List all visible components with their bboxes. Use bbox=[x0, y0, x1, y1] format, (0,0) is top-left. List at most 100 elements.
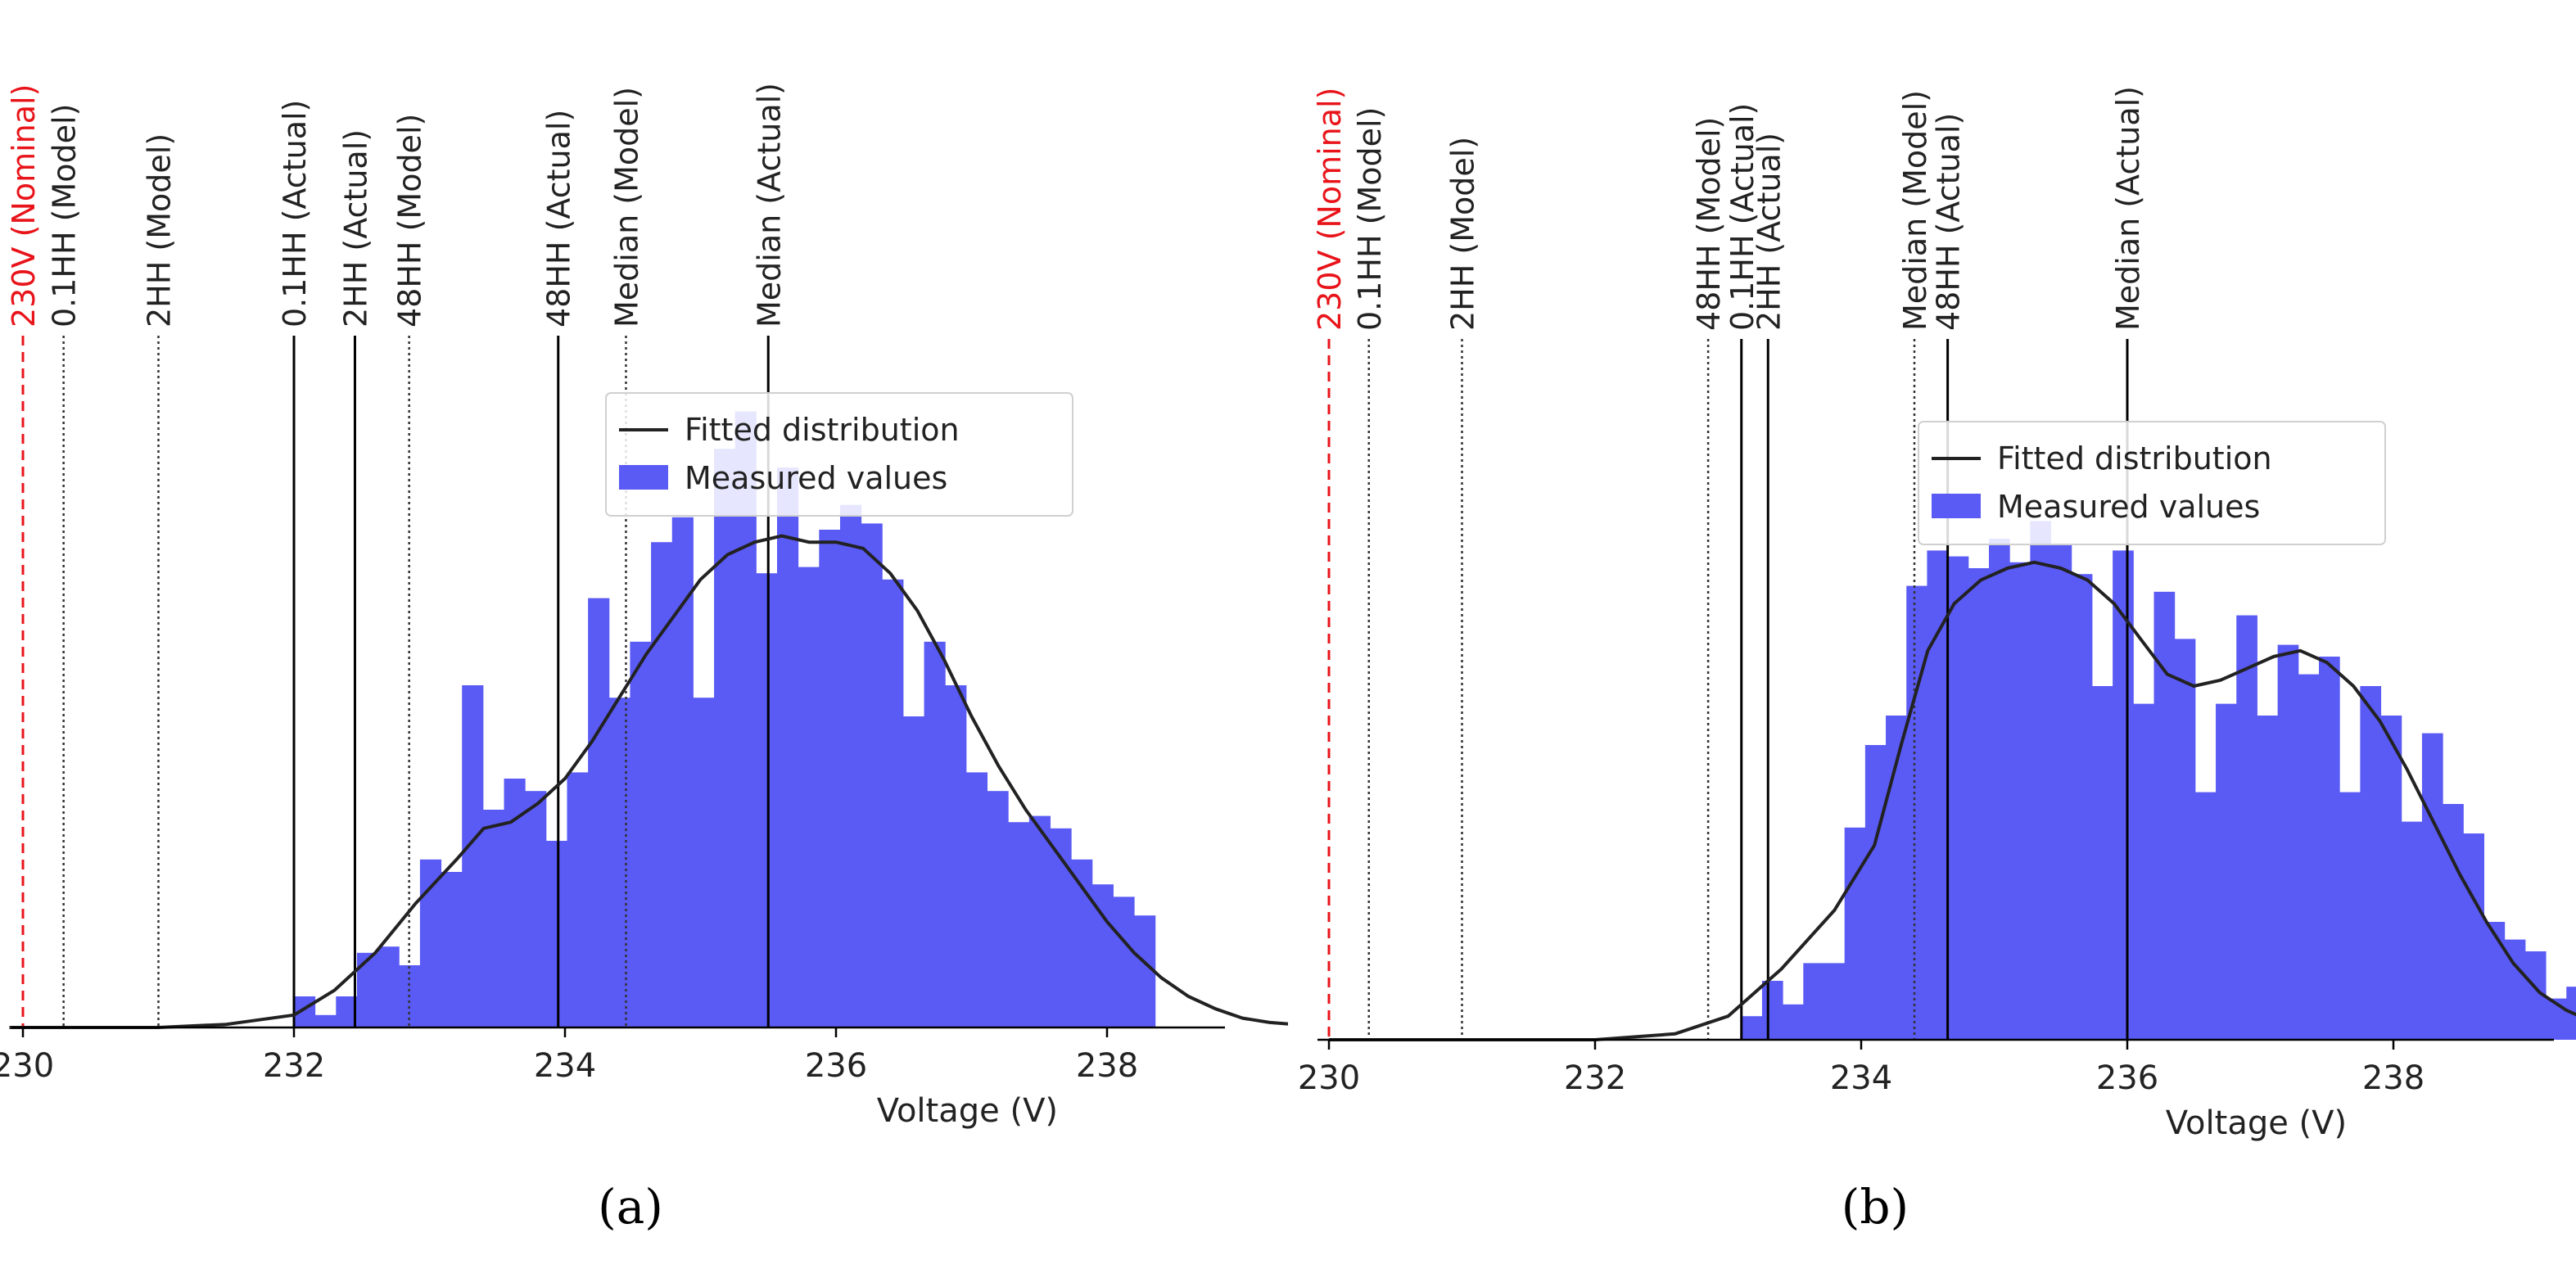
marker-label: Median (Actual) bbox=[2110, 86, 2146, 331]
histogram-bar bbox=[2421, 733, 2443, 1040]
histogram-bar bbox=[819, 530, 841, 1027]
marker-label: 0.1HH (Actual) bbox=[1724, 103, 1760, 331]
histogram-bar bbox=[1803, 963, 1824, 1040]
histogram-bar bbox=[693, 698, 715, 1027]
histogram-bar bbox=[2401, 821, 2423, 1040]
marker-label: 48HH (Model) bbox=[1691, 117, 1727, 331]
histogram-bar bbox=[1761, 981, 1783, 1040]
histogram-bar bbox=[1028, 815, 1051, 1027]
caption-a: (a) bbox=[598, 1179, 663, 1235]
histogram-bar bbox=[2071, 574, 2093, 1040]
histogram-bar bbox=[2339, 792, 2361, 1040]
histogram-bar bbox=[1741, 1016, 1763, 1040]
histogram-bar bbox=[377, 946, 400, 1027]
marker-label: Median (Model) bbox=[1897, 90, 1933, 331]
histogram-bar bbox=[1906, 585, 1927, 1040]
legend-bar-swatch bbox=[619, 465, 668, 490]
marker-label: Median (Model) bbox=[608, 87, 644, 327]
histogram-bar bbox=[2113, 550, 2134, 1040]
histogram-bar bbox=[1008, 822, 1030, 1027]
marker-label: 0.1HH (Actual) bbox=[277, 100, 313, 327]
legend-box bbox=[605, 392, 1073, 517]
histogram-bar bbox=[2091, 686, 2113, 1040]
chart-panel-b: 230232234236238240242244Voltage (V)230V … bbox=[1288, 0, 2576, 1269]
histogram-bar bbox=[1844, 827, 1866, 1040]
chart-b-svg: 230232234236238240242244Voltage (V)230V … bbox=[1298, 86, 2576, 1142]
histogram-bar bbox=[2298, 674, 2320, 1040]
histogram-bar bbox=[630, 641, 652, 1027]
x-tick-label: 234 bbox=[1830, 1059, 1892, 1097]
marker-label: 48HH (Model) bbox=[392, 114, 428, 327]
histogram-bar bbox=[2463, 833, 2484, 1040]
histogram-bar bbox=[1947, 556, 1969, 1040]
marker-label: 2HH (Actual) bbox=[337, 129, 373, 327]
histogram-bar bbox=[2194, 792, 2217, 1040]
histogram-bar bbox=[419, 859, 442, 1027]
histogram-bar bbox=[882, 579, 904, 1027]
histogram-bar bbox=[2443, 804, 2464, 1040]
histogram-bar bbox=[2133, 703, 2154, 1040]
marker-label: 48HH (Actual) bbox=[541, 110, 577, 327]
legend-label-measured: Measured values bbox=[685, 460, 947, 496]
histogram-bar bbox=[545, 841, 567, 1027]
x-tick-label: 232 bbox=[1564, 1059, 1626, 1097]
x-tick-label: 238 bbox=[2362, 1059, 2425, 1097]
histogram-bar bbox=[482, 810, 505, 1027]
marker-label: 0.1HH (Model) bbox=[47, 104, 83, 327]
marker-label: 230V (Nominal) bbox=[6, 84, 42, 327]
histogram-bar bbox=[987, 791, 1009, 1027]
chart-a-svg: 230232234236238240242244Voltage (V)230V … bbox=[0, 83, 1288, 1130]
legend-label-fitted: Fitted distribution bbox=[685, 412, 960, 448]
histogram-bar bbox=[2257, 716, 2279, 1040]
histogram-bar bbox=[902, 716, 925, 1027]
histogram-bar bbox=[2277, 644, 2299, 1040]
histogram-bar bbox=[756, 573, 778, 1027]
histogram-bars bbox=[1741, 521, 2576, 1040]
histogram-bar bbox=[525, 791, 547, 1027]
histogram-bar bbox=[1783, 1004, 1804, 1040]
histogram-bar bbox=[1113, 896, 1135, 1027]
caption-b: (b) bbox=[1841, 1179, 1909, 1235]
histogram-bar bbox=[2174, 639, 2196, 1040]
histogram-bar bbox=[567, 772, 589, 1027]
histogram-bar bbox=[714, 449, 736, 1027]
histogram-bar bbox=[1864, 745, 1887, 1040]
marker-label: Median (Actual) bbox=[751, 83, 787, 327]
marker-label: 230V (Nominal) bbox=[1312, 88, 1348, 331]
marker-label: 2HH (Actual) bbox=[1751, 133, 1787, 331]
histogram-bar bbox=[861, 523, 883, 1027]
histogram-bar bbox=[777, 467, 799, 1027]
histogram-bar bbox=[462, 685, 484, 1027]
fitted-distribution-curve bbox=[1329, 560, 2576, 1041]
histogram-bar bbox=[314, 1014, 337, 1027]
marker-label: 2HH (Model) bbox=[142, 133, 178, 327]
histogram-bar bbox=[2380, 716, 2402, 1040]
histogram-bar bbox=[651, 542, 673, 1027]
histogram-bar bbox=[1927, 550, 1949, 1040]
marker-label: 48HH (Actual) bbox=[1931, 113, 1967, 331]
histogram-bar bbox=[588, 598, 610, 1027]
histogram-bar bbox=[441, 872, 463, 1027]
chart-panel-a: 230232234236238240242244Voltage (V)230V … bbox=[0, 83, 1288, 1130]
histogram-bar bbox=[356, 952, 379, 1027]
x-tick-label: 230 bbox=[1298, 1059, 1360, 1097]
legend-label-measured: Measured values bbox=[1997, 489, 2260, 525]
histogram-bar bbox=[1824, 963, 1846, 1040]
histogram-bar bbox=[2319, 657, 2340, 1040]
histogram-bar bbox=[1989, 539, 2010, 1040]
histogram-bar bbox=[2153, 591, 2176, 1040]
x-tick-label: 232 bbox=[263, 1047, 325, 1085]
histogram-bar bbox=[2216, 703, 2237, 1040]
histogram-bar bbox=[924, 641, 946, 1027]
x-axis-label: Voltage (V) bbox=[877, 1092, 1058, 1130]
x-tick-label: 236 bbox=[805, 1047, 867, 1085]
legend-label-fitted: Fitted distribution bbox=[1997, 440, 2272, 476]
histogram-bar bbox=[608, 698, 630, 1027]
x-tick-label: 230 bbox=[0, 1047, 54, 1085]
histogram-bar bbox=[1968, 568, 1990, 1040]
histogram-bar bbox=[1886, 716, 1907, 1040]
histogram-bar bbox=[965, 772, 988, 1027]
x-tick-label: 238 bbox=[1076, 1047, 1138, 1085]
histogram-bar bbox=[798, 567, 820, 1027]
histogram-bar bbox=[2236, 615, 2257, 1040]
